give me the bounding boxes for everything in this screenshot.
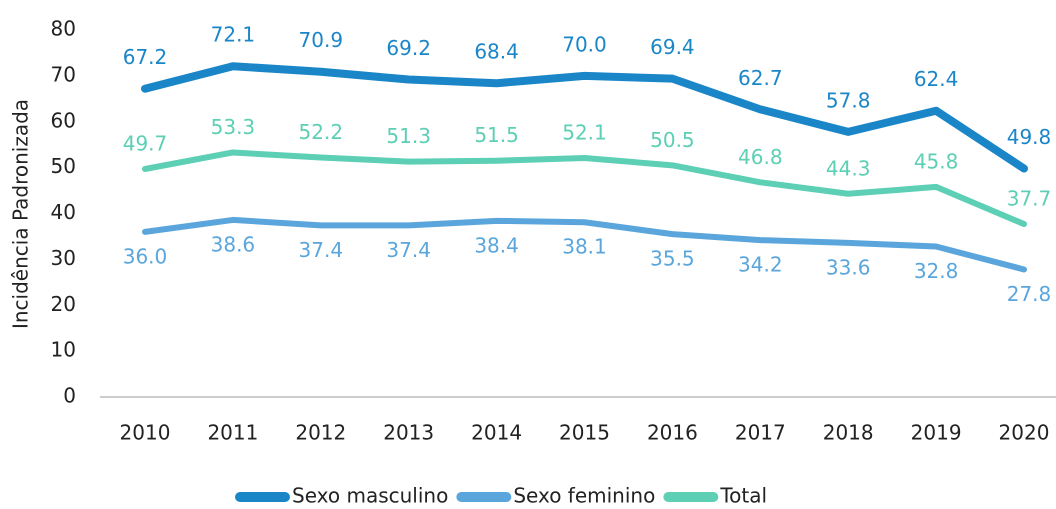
data-label: 70.0 [562, 32, 607, 56]
data-label: 67.2 [123, 45, 168, 69]
series-line [142, 216, 1027, 273]
data-label: 57.8 [826, 88, 871, 112]
data-label: 36.0 [123, 244, 168, 268]
legend-label: Total [719, 484, 767, 508]
y-tick-label: 20 [51, 292, 76, 316]
data-label: 37.4 [386, 238, 431, 262]
data-label: 34.2 [738, 253, 783, 277]
data-label: 50.5 [650, 128, 695, 152]
data-label: 45.8 [914, 149, 959, 173]
y-tick-label: 30 [51, 246, 76, 270]
x-tick-label: 2019 [911, 421, 962, 445]
legend-label: Sexo feminino [513, 484, 655, 508]
data-label: 62.7 [738, 66, 783, 90]
y-tick-label: 0 [63, 384, 76, 408]
data-label: 69.2 [386, 36, 431, 60]
data-label: 72.1 [211, 23, 256, 47]
y-tick-label: 70 [51, 62, 76, 86]
y-tick-label: 80 [51, 17, 76, 41]
series-line [142, 149, 1027, 228]
x-tick-label: 2017 [735, 421, 786, 445]
data-label: 49.8 [1007, 125, 1052, 149]
data-label: 53.3 [211, 115, 256, 139]
data-label: 49.7 [123, 132, 168, 156]
data-label: 69.4 [650, 35, 695, 59]
data-label: 35.5 [650, 247, 695, 271]
y-tick-label: 60 [51, 108, 76, 132]
x-tick-label: 2011 [207, 421, 258, 445]
data-label: 62.4 [914, 67, 959, 91]
data-label: 37.4 [299, 238, 344, 262]
data-label: 38.6 [211, 232, 256, 256]
data-label: 38.4 [474, 233, 519, 257]
data-label: 52.1 [562, 120, 607, 144]
x-tick-label: 2012 [295, 421, 346, 445]
data-label: 51.5 [474, 123, 519, 147]
y-tick-label: 50 [51, 154, 76, 178]
data-label: 52.2 [299, 120, 344, 144]
y-axis-label: Incidência Padronizada [9, 99, 33, 329]
data-label: 46.8 [738, 145, 783, 169]
legend-label: Sexo masculino [292, 484, 448, 508]
series-line [141, 62, 1028, 173]
y-tick-label: 40 [51, 200, 76, 224]
data-label: 68.4 [474, 40, 519, 64]
y-tick-label: 10 [51, 338, 76, 362]
x-tick-label: 2018 [823, 421, 874, 445]
data-label: 27.8 [1007, 282, 1052, 306]
x-tick-label: 2010 [120, 421, 171, 445]
data-label: 32.8 [914, 259, 959, 283]
x-tick-label: 2020 [999, 421, 1050, 445]
x-tick-label: 2013 [383, 421, 434, 445]
data-label: 51.3 [386, 124, 431, 148]
data-label: 44.3 [826, 156, 871, 180]
data-label: 38.1 [562, 235, 607, 259]
data-label: 37.7 [1007, 187, 1052, 211]
data-label: 33.6 [826, 255, 871, 279]
data-label: 70.9 [299, 28, 344, 52]
x-tick-label: 2014 [471, 421, 522, 445]
x-tick-label: 2016 [647, 421, 698, 445]
x-tick-label: 2015 [559, 421, 610, 445]
